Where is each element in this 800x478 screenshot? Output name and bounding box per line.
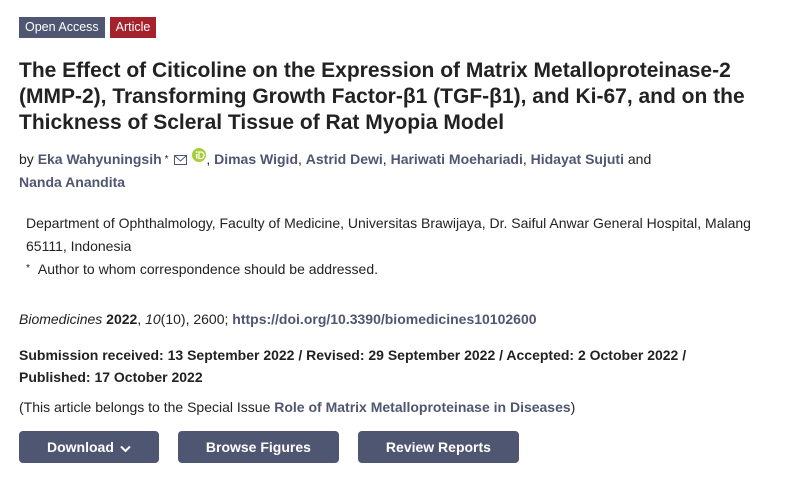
special-issue-prefix: (This article belongs to the Special Iss… — [19, 399, 271, 415]
citation-part: Biomedicines — [19, 311, 103, 327]
author[interactable]: Eka Wahyuningsih — [37, 151, 162, 167]
separator: , — [298, 151, 302, 167]
article-title: The Effect of Citicoline on the Expressi… — [19, 59, 745, 134]
badge[interactable]: Open Access — [19, 17, 105, 38]
author[interactable]: Dimas Wigid — [214, 151, 298, 167]
badges: Open Access Article — [19, 17, 157, 38]
separator: , — [522, 151, 527, 167]
citation: Biomedicines 2022, 10(10), 2600; https:/… — [19, 309, 537, 329]
author[interactable]: Hariwati Moehariadi — [390, 151, 523, 167]
author[interactable]: Hidayat Sujuti — [530, 151, 624, 167]
button-label: Browse Figures — [205, 439, 311, 455]
email-icon[interactable] — [174, 155, 188, 166]
dates: Submission received: 13 September 2022 /… — [19, 347, 687, 385]
by-prefix: by — [19, 151, 34, 167]
author[interactable]: Astrid Dewi — [305, 151, 383, 167]
corresponding-mark: * — [164, 154, 169, 165]
affiliation: Department of Ophthalmology, Faculty of … — [26, 215, 751, 254]
conjunction: and — [627, 151, 652, 167]
chevron-icon — [120, 445, 131, 453]
badge[interactable]: Article — [109, 17, 157, 38]
separator: , — [206, 151, 211, 167]
special-issue-suffix: ) — [570, 399, 576, 415]
special-issue-link[interactable]: Role of Matrix Metalloproteinase in Dise… — [274, 399, 571, 415]
review-reports-button[interactable]: Review Reports — [357, 431, 519, 463]
citation-part: 2022 — [102, 311, 138, 327]
citation-part: (10), 2600; — [160, 311, 233, 327]
correspondence: * Author to whom correspondence should be… — [26, 259, 378, 279]
separator: , — [382, 151, 387, 167]
button-label: Review Reports — [385, 439, 491, 455]
author[interactable]: Nanda Anandita — [19, 174, 126, 190]
byline: by Eka Wahyuningsih * , Dimas Wigid, Astr… — [19, 148, 739, 194]
special-issue: (This article belongs to the Special Iss… — [19, 397, 575, 417]
orcid-icon[interactable] — [192, 148, 207, 162]
correspondence-note: Author to whom correspondence should be … — [37, 261, 379, 277]
citation-part: 10 — [145, 311, 161, 327]
buttons: Download Browse Figures Review Reports — [19, 431, 519, 463]
doi-link[interactable]: https://doi.org/10.3390/biomedicines1010… — [232, 311, 537, 327]
download-button[interactable]: Download — [19, 431, 159, 463]
button-label: Download — [47, 439, 114, 455]
browse-figures-button[interactable]: Browse Figures — [177, 431, 339, 463]
corresponding-mark: * — [26, 263, 30, 274]
citation-part: , — [137, 311, 146, 327]
